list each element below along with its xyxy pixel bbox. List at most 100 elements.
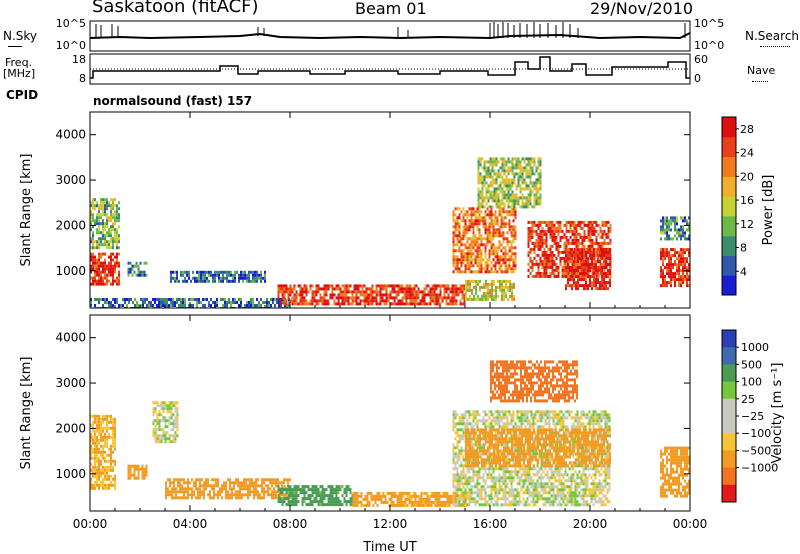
heatmap-cell: [112, 252, 114, 256]
heatmap-cell: [521, 181, 524, 185]
heatmap-cell: [311, 284, 314, 288]
heatmap-cell: [467, 282, 469, 286]
heatmap-cell: [470, 413, 473, 417]
heatmap-cell: [470, 249, 473, 253]
heatmap-cell: [595, 259, 598, 263]
heatmap-cell: [229, 496, 231, 500]
heatmap-cell: [494, 500, 497, 504]
heatmap-cell: [454, 207, 457, 211]
heatmap-cell: [485, 285, 487, 289]
heatmap-cell: [367, 296, 370, 300]
heatmap-cell: [465, 288, 467, 292]
heatmap-cell: [281, 290, 284, 294]
heatmap-cell: [670, 269, 672, 273]
heatmap-cell: [345, 293, 348, 297]
heatmap-cell: [470, 213, 473, 217]
heatmap-cell: [426, 491, 429, 495]
heatmap-cell: [492, 425, 495, 429]
heatmap-cell: [152, 422, 155, 426]
heatmap-cell: [503, 178, 506, 182]
heatmap-cell: [114, 222, 116, 226]
heatmap-cell: [96, 465, 98, 469]
heatmap-cell: [327, 497, 330, 501]
heatmap-cell: [470, 494, 473, 498]
heatmap-cell: [189, 481, 191, 485]
heatmap-cell: [307, 488, 310, 492]
heatmap-cell: [478, 207, 481, 211]
heatmap-cell: [466, 410, 469, 414]
heatmap-cell: [368, 491, 371, 495]
heatmap-cell: [94, 273, 96, 277]
heatmap-cell: [419, 299, 422, 303]
heatmap-cell: [114, 234, 116, 238]
heatmap-cell: [509, 282, 511, 286]
heatmap-cell: [487, 172, 490, 176]
heatmap-cell: [688, 263, 690, 267]
heatmap-cell: [503, 190, 506, 194]
heatmap-cell: [293, 302, 296, 306]
heatmap-cell: [469, 297, 471, 301]
heatmap-cell: [333, 302, 336, 306]
heatmap-cell: [96, 414, 98, 418]
heatmap-cell: [680, 260, 682, 264]
heatmap-cell: [289, 290, 292, 294]
heatmap-cell: [505, 279, 507, 283]
heatmap-cell: [583, 272, 585, 276]
heatmap-cell: [664, 251, 666, 255]
heatmap-cell: [301, 293, 304, 297]
heatmap-cell: [106, 426, 108, 430]
heatmap-cell: [407, 284, 410, 288]
heatmap-cell: [279, 481, 281, 485]
heatmap-cell: [347, 296, 350, 300]
heatmap-cell: [476, 500, 479, 504]
heatmap-cell: [154, 440, 157, 444]
heatmap-cell: [573, 284, 575, 288]
heatmap-cell: [273, 478, 275, 482]
heatmap-cell: [303, 296, 306, 300]
heatmap-cell: [585, 235, 588, 239]
heatmap-cell: [571, 278, 573, 282]
heatmap-cell: [178, 304, 180, 307]
heatmap-cell: [571, 223, 574, 227]
heatmap-cell: [233, 493, 235, 497]
heatmap-cell: [451, 290, 454, 294]
heatmap-cell: [278, 304, 280, 307]
heatmap-cell: [110, 465, 112, 469]
heatmap-cell: [488, 422, 491, 426]
heatmap-cell: [254, 270, 256, 274]
heatmap-cell: [213, 496, 215, 500]
heatmap-cell: [92, 258, 94, 262]
heatmap-cell: [92, 198, 94, 202]
heatmap-cell: [466, 225, 469, 229]
heatmap-cell: [468, 237, 471, 241]
heatmap-cell: [271, 484, 273, 488]
heatmap-cell: [388, 497, 391, 501]
heatmap-cell: [458, 485, 461, 489]
heatmap-cell: [381, 299, 384, 303]
heatmap-cell: [686, 257, 688, 261]
heatmap-cell: [277, 287, 280, 291]
heatmap-cell: [98, 276, 100, 280]
heatmap-cell: [470, 225, 473, 229]
heatmap-cell: [413, 302, 416, 306]
heatmap-cell: [684, 251, 686, 255]
heatmap-cell: [269, 478, 271, 482]
heatmap-cell: [339, 503, 342, 507]
heatmap-cell: [295, 494, 298, 498]
heatmap-cell: [571, 284, 573, 288]
heatmap-cell: [445, 290, 448, 294]
heatmap-cell: [491, 291, 493, 295]
heatmap-cell: [349, 296, 352, 300]
heatmap-cell: [575, 251, 577, 255]
heatmap-cell: [415, 302, 418, 306]
heatmap-cell: [114, 204, 116, 208]
heatmap-cell: [137, 476, 140, 480]
heatmap-cell: [563, 274, 566, 278]
heatmap-cell: [112, 270, 114, 274]
heatmap-cell: [383, 299, 386, 303]
heatmap-cell: [541, 253, 544, 257]
heatmap-cell: [459, 284, 462, 288]
heatmap-cell: [557, 244, 560, 248]
heatmap-cell: [470, 207, 473, 211]
heatmap-cell: [559, 256, 562, 260]
